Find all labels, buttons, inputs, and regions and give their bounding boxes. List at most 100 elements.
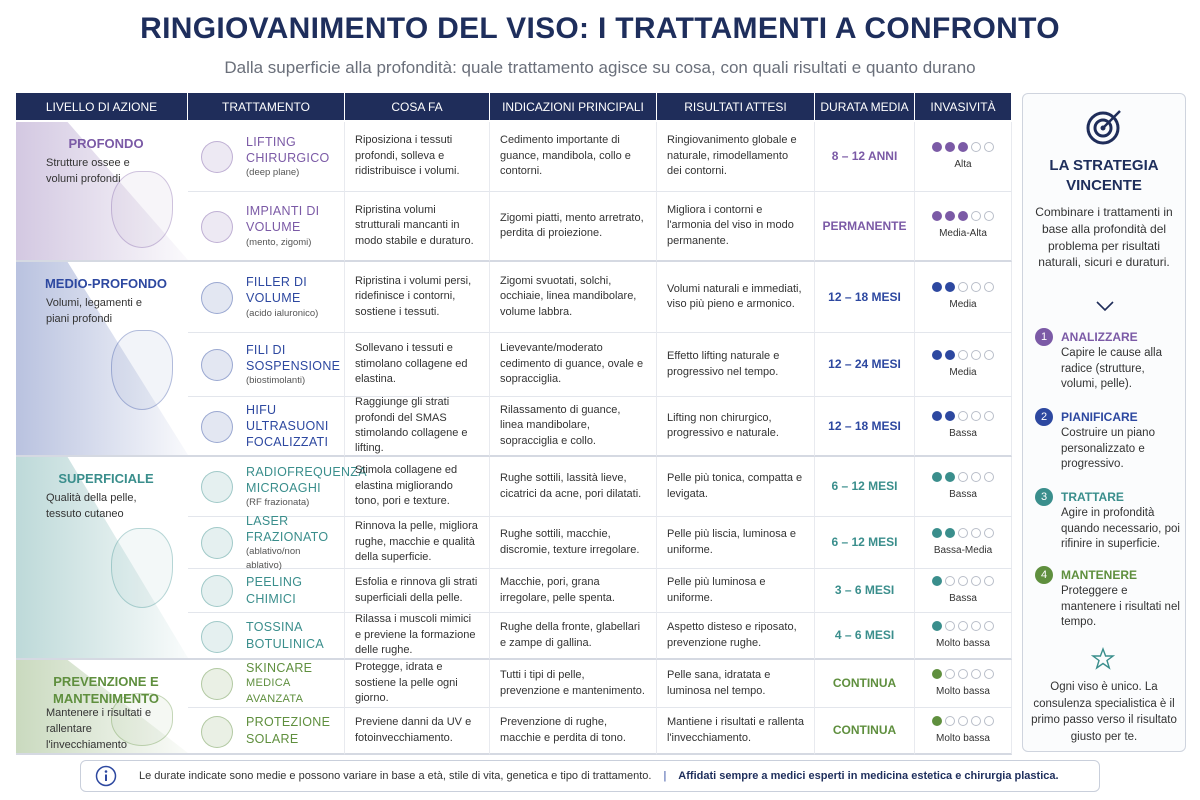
indications-cell: Rilassamento di guance, linea mandibolar… [490, 397, 657, 457]
chevron [1096, 301, 1114, 312]
face-illustration [111, 528, 173, 609]
dot [932, 668, 942, 679]
invasiveness-cell: Molto bassa [915, 613, 1012, 660]
step-text: Proteggere e mantenere i risultati nel t… [1061, 585, 1180, 629]
step-number: 1 [1035, 328, 1053, 346]
duration-cell: 12 – 18 MESI [815, 397, 915, 457]
treatment-icon [201, 620, 233, 653]
level-cell: SUPERFICIALE Qualità della pelle, tessuto… [16, 457, 188, 660]
indications-cell: Zigomi piatti, mento arretrato, perdita … [490, 192, 657, 262]
results-cell: Pelle più luminosa e uniforme. [657, 569, 815, 613]
treatment-note: (deep plane) [246, 167, 300, 179]
invasiveness-dots [932, 527, 994, 538]
level-cell: MEDIO-PROFONDO Volumi, legamenti e piani … [16, 262, 188, 457]
treatment-text: SKINCARE MEDICA AVANZATA [246, 660, 334, 707]
level-name: SUPERFICIALE [58, 471, 154, 486]
invasiveness-dots [932, 349, 994, 360]
treatment-icon [201, 471, 233, 503]
footer-emphasis: Affidati sempre a medici esperti in medi… [678, 770, 1059, 782]
treatment-icon [201, 349, 233, 381]
duration-cell: 12 – 24 MESI [815, 333, 915, 397]
dot [958, 282, 968, 292]
dot [984, 575, 994, 586]
treatment-cell: PROTEZIONE SOLARE [188, 708, 345, 755]
invasiveness-label: Media [949, 366, 977, 378]
treatment-text: RADIOFREQUENZA MICROAGHI (RF frazionata) [246, 464, 366, 510]
treatment-icon [201, 575, 233, 607]
invasiveness-label: Media-Alta [939, 228, 987, 239]
dot [932, 527, 942, 538]
sidebar-text: Combinare i trattamenti in base alla pro… [1035, 205, 1173, 270]
results-cell: Pelle sana, idratata e luminosa nel temp… [657, 660, 815, 708]
invasiveness-cell: Bassa [915, 569, 1012, 613]
invasiveness-dots [932, 411, 994, 421]
sidebar-title: LA STRATEGIA VINCENTE [1049, 157, 1159, 194]
dot [984, 211, 994, 221]
column-header: INDICAZIONI PRINCIPALI [490, 93, 657, 120]
results-cell: Lifting non chirurgico, progressivo e na… [657, 397, 815, 457]
dot [984, 411, 994, 421]
treatment-name: TOSSINA BOTULINICA [246, 620, 325, 651]
level-name: PROFONDO [68, 136, 144, 151]
duration-cell: 12 – 18 MESI [815, 262, 915, 333]
dot [984, 620, 994, 631]
column-header: LIVELLO DI AZIONE [16, 93, 188, 120]
dot [984, 282, 994, 292]
indications-cell: Rughe della fronte, glabellari e zampe d… [490, 613, 657, 660]
column-header: TRATTAMENTO [188, 93, 345, 120]
level-description: Mantenere i risultati e rallentare l'inv… [46, 707, 152, 751]
invasiveness-label: Alta [954, 158, 972, 170]
face-illustration [111, 330, 173, 411]
column-header: RISULTATI ATTESI [657, 93, 815, 120]
footer-note: Le durate indicate sono medie e possono … [139, 770, 652, 782]
dot [945, 575, 955, 586]
invasiveness-cell: Media [915, 262, 1012, 333]
treatment-icon [201, 527, 233, 559]
does-cell: Rinnova la pelle, migliora rughe, macchi… [345, 517, 490, 569]
duration-cell: 8 – 12 ANNI [815, 122, 915, 192]
dot [932, 211, 942, 221]
dot [984, 715, 994, 726]
step-title: TRATTARE [1061, 490, 1124, 504]
dot [945, 668, 955, 679]
invasiveness-dots [932, 471, 994, 482]
treatment-note: MEDICA AVANZATA [246, 677, 304, 705]
invasiveness-dots [932, 620, 994, 631]
duration-cell: 6 – 12 MESI [815, 457, 915, 517]
treatment-note: (ablativo/non ablativo) [246, 546, 301, 571]
dot [971, 715, 981, 726]
dot [971, 471, 981, 482]
dot [945, 349, 955, 360]
step-number: 3 [1035, 488, 1053, 506]
step-text: Capire le cause alla radice (strutture, … [1061, 347, 1163, 391]
dot [971, 411, 981, 421]
dot [958, 141, 968, 152]
page-subtitle: Dalla superficie alla profondità: quale … [224, 58, 976, 77]
treatment-cell: RADIOFREQUENZA MICROAGHI (RF frazionata) [188, 457, 366, 517]
invasiveness-dots [932, 282, 994, 292]
divider: | [663, 770, 667, 782]
results-cell: Effetto lifting naturale e progressivo n… [657, 333, 815, 397]
invasiveness-label: Bassa [949, 592, 977, 604]
indications-cell: Zigomi svuotati, solchi, occhiaie, linea… [490, 262, 657, 333]
invasiveness-cell: Media [915, 333, 1012, 397]
step-number: 2 [1035, 408, 1053, 426]
dot [971, 620, 981, 631]
duration-cell: 3 – 6 MESI [815, 569, 915, 613]
treatment-note: (RF frazionata) [246, 497, 310, 509]
treatment-icon [201, 411, 233, 443]
indications-cell: Lievevante/moderato cedimento di guance,… [490, 333, 657, 397]
footer: Le durate indicate sono medie e possono … [80, 760, 1100, 792]
dot [971, 349, 981, 360]
dot [958, 211, 968, 221]
level-cell: PROFONDO Strutture ossee e volumi profond… [16, 122, 188, 262]
treatment-text: TOSSINA BOTULINICA [246, 619, 334, 652]
dot [932, 282, 942, 292]
treatment-name: IMPIANTI DI VOLUME [246, 204, 320, 235]
step-title: MANTENERE [1061, 568, 1138, 582]
dot [971, 141, 981, 152]
dot [958, 411, 968, 421]
invasiveness-label: Molto bassa [936, 685, 990, 697]
does-cell: Stimola collagene ed elastina migliorand… [345, 457, 490, 517]
page-title: RINGIOVANIMENTO DEL VISO: I TRATTAMENTI … [140, 12, 1060, 45]
